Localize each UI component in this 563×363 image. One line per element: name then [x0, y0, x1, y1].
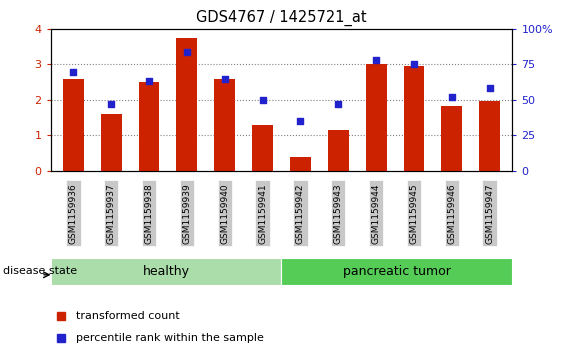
Bar — [63, 78, 84, 171]
Point — [447, 94, 456, 100]
Text: pancreatic tumor: pancreatic tumor — [343, 265, 451, 278]
Text: GSM1159947: GSM1159947 — [485, 183, 494, 244]
Bar — [441, 106, 462, 171]
Bar — [328, 130, 348, 171]
Point — [258, 97, 267, 103]
Point — [69, 69, 78, 74]
Bar — [176, 38, 197, 171]
Text: percentile rank within the sample: percentile rank within the sample — [76, 333, 264, 343]
Text: GSM1159945: GSM1159945 — [409, 183, 418, 244]
Text: GSM1159939: GSM1159939 — [182, 183, 191, 244]
Bar — [252, 125, 273, 171]
Bar — [138, 82, 159, 171]
Bar — [479, 101, 500, 171]
Text: transformed count: transformed count — [76, 311, 180, 321]
Point — [296, 118, 305, 124]
Bar — [51, 258, 282, 285]
Bar — [366, 65, 387, 171]
Point — [145, 78, 154, 84]
Text: GSM1159936: GSM1159936 — [69, 183, 78, 244]
Text: GSM1159942: GSM1159942 — [296, 183, 305, 244]
Text: GSM1159938: GSM1159938 — [145, 183, 154, 244]
Point — [372, 57, 381, 63]
Point — [409, 61, 418, 68]
Point — [334, 101, 343, 107]
Text: GSM1159940: GSM1159940 — [220, 183, 229, 244]
Bar — [101, 114, 122, 171]
Point — [182, 49, 191, 54]
Title: GDS4767 / 1425721_at: GDS4767 / 1425721_at — [196, 10, 367, 26]
Text: GSM1159937: GSM1159937 — [107, 183, 116, 244]
Text: GSM1159946: GSM1159946 — [447, 183, 456, 244]
Text: GSM1159943: GSM1159943 — [334, 183, 343, 244]
Text: disease state: disease state — [3, 266, 77, 276]
Bar — [215, 78, 235, 171]
Bar — [282, 258, 512, 285]
Point — [107, 101, 116, 107]
Text: healthy: healthy — [142, 265, 190, 278]
Bar — [404, 66, 425, 171]
Text: GSM1159941: GSM1159941 — [258, 183, 267, 244]
Point — [220, 76, 229, 81]
Point — [485, 86, 494, 91]
Text: GSM1159944: GSM1159944 — [372, 183, 381, 244]
Bar — [290, 157, 311, 171]
